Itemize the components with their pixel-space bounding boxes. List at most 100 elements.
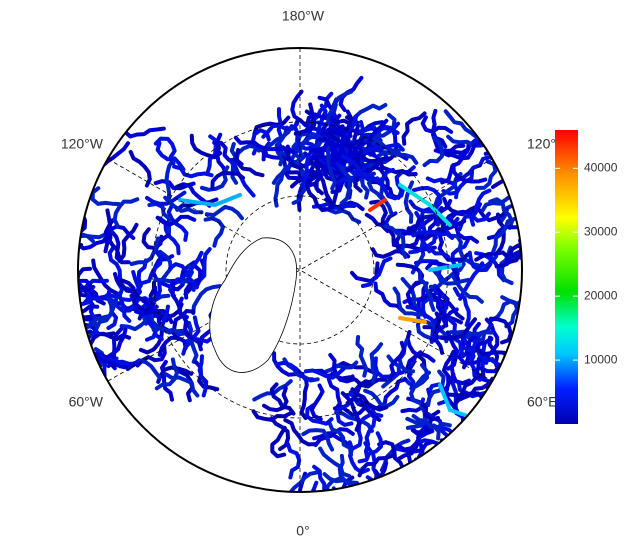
river bbox=[355, 167, 395, 183]
river bbox=[340, 391, 362, 432]
lon-label: 60°E bbox=[527, 394, 558, 410]
river bbox=[439, 317, 477, 341]
river bbox=[466, 80, 496, 116]
river bbox=[295, 133, 324, 164]
river bbox=[467, 250, 493, 273]
river bbox=[156, 365, 194, 384]
river bbox=[117, 222, 139, 263]
river bbox=[431, 268, 471, 286]
river bbox=[461, 345, 482, 382]
river bbox=[88, 294, 119, 326]
river bbox=[129, 258, 148, 298]
river bbox=[457, 322, 481, 359]
river bbox=[78, 214, 95, 243]
river bbox=[414, 466, 430, 492]
river bbox=[483, 133, 521, 156]
river bbox=[375, 176, 406, 201]
river bbox=[480, 123, 521, 136]
river bbox=[335, 361, 379, 376]
river bbox=[81, 290, 123, 306]
river-highlight bbox=[398, 316, 427, 324]
river bbox=[107, 245, 122, 287]
river bbox=[297, 150, 313, 194]
river bbox=[475, 159, 498, 190]
river bbox=[303, 367, 346, 380]
river bbox=[252, 141, 296, 155]
river bbox=[327, 421, 353, 457]
river bbox=[432, 307, 459, 343]
river bbox=[428, 291, 465, 321]
river bbox=[274, 360, 315, 382]
river bbox=[392, 286, 422, 317]
river-highlight bbox=[438, 383, 467, 417]
river bbox=[488, 316, 513, 345]
river bbox=[163, 195, 204, 215]
river bbox=[387, 340, 406, 381]
graticule bbox=[107, 48, 493, 492]
river bbox=[181, 315, 201, 356]
river bbox=[453, 372, 485, 406]
river bbox=[78, 234, 110, 251]
river bbox=[448, 329, 495, 336]
river bbox=[186, 320, 199, 364]
river bbox=[420, 115, 454, 134]
river bbox=[499, 363, 508, 408]
river bbox=[210, 170, 245, 191]
river bbox=[251, 409, 293, 422]
river bbox=[437, 240, 470, 262]
map-border bbox=[77, 47, 523, 493]
river bbox=[405, 351, 436, 377]
river bbox=[286, 442, 302, 480]
river bbox=[269, 382, 296, 416]
river bbox=[507, 239, 522, 258]
river bbox=[369, 342, 384, 384]
river bbox=[157, 335, 188, 357]
river bbox=[404, 483, 431, 492]
river bbox=[357, 453, 395, 478]
river bbox=[343, 136, 365, 174]
river bbox=[90, 186, 122, 207]
river bbox=[369, 199, 390, 234]
river bbox=[309, 383, 325, 422]
river bbox=[145, 190, 187, 206]
river bbox=[430, 108, 448, 149]
river bbox=[284, 480, 319, 492]
river bbox=[116, 281, 132, 323]
river bbox=[269, 416, 290, 451]
river bbox=[517, 173, 522, 216]
river bbox=[373, 281, 405, 313]
river bbox=[112, 197, 140, 229]
river bbox=[490, 174, 522, 189]
river bbox=[273, 164, 289, 208]
river bbox=[274, 125, 289, 167]
river bbox=[197, 354, 209, 398]
river-highlight bbox=[428, 263, 462, 272]
river bbox=[360, 256, 393, 288]
colorbar-tick-label: 40000 bbox=[584, 161, 618, 175]
river bbox=[326, 371, 342, 412]
river bbox=[171, 309, 196, 341]
river bbox=[363, 416, 377, 460]
river bbox=[490, 367, 503, 411]
river bbox=[166, 203, 189, 242]
rivers-layer bbox=[78, 73, 522, 492]
river bbox=[290, 89, 308, 128]
river bbox=[355, 335, 369, 378]
river-highlight bbox=[398, 183, 452, 227]
river bbox=[438, 438, 447, 482]
river bbox=[402, 363, 430, 389]
river bbox=[168, 262, 197, 292]
river bbox=[299, 376, 309, 420]
river bbox=[411, 414, 452, 430]
river bbox=[376, 150, 419, 165]
colorbar-ticks: 10000 20000 30000 40000 bbox=[555, 161, 618, 366]
river bbox=[455, 155, 492, 183]
river bbox=[334, 410, 374, 433]
river bbox=[426, 369, 446, 407]
river bbox=[293, 102, 317, 136]
river bbox=[416, 424, 435, 460]
river bbox=[325, 146, 338, 191]
river-highlight bbox=[178, 193, 242, 208]
river bbox=[507, 333, 522, 359]
